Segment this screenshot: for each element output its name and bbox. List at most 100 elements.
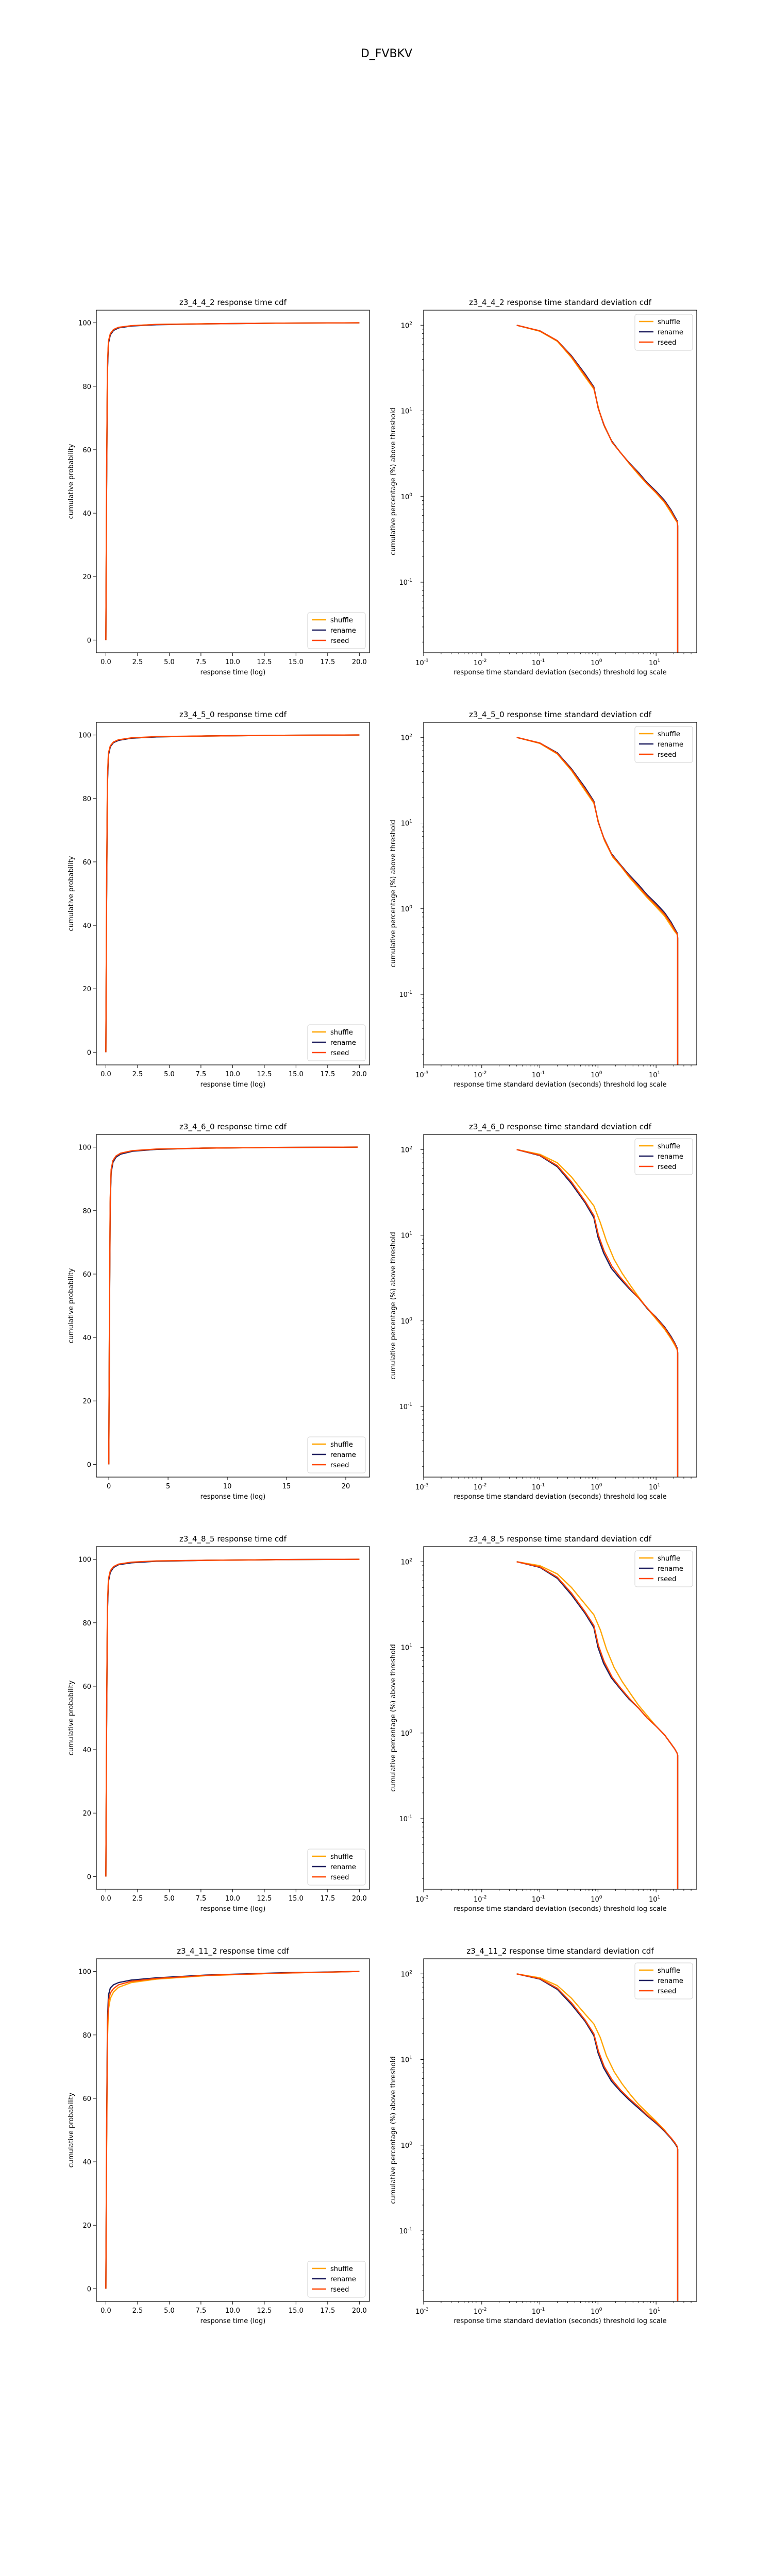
legend-label-rseed: rseed bbox=[658, 1163, 676, 1171]
x-tick-label: 0.0 bbox=[100, 658, 111, 666]
x-tick-label: 20.0 bbox=[352, 1895, 367, 1903]
y-tick-label: 20 bbox=[82, 573, 91, 581]
series-line-rseed bbox=[108, 1146, 358, 1465]
x-tick-label: 12.5 bbox=[257, 1895, 272, 1903]
series-group bbox=[516, 737, 679, 1065]
x-tick-label: 17.5 bbox=[320, 1071, 335, 1078]
legend-label-rseed: rseed bbox=[658, 751, 676, 759]
y-tick-label: 100 bbox=[78, 1144, 91, 1152]
legend-label-rseed: rseed bbox=[330, 2286, 349, 2294]
chart-title: z3_4_11_2 response time cdf bbox=[177, 1946, 289, 1956]
legend-box bbox=[307, 1024, 366, 1061]
x-tick-label: 2.5 bbox=[132, 1895, 143, 1903]
legend-box bbox=[634, 1962, 693, 1999]
legend-label-shuffle: shuffle bbox=[658, 1967, 680, 1975]
x-tick-label: 10-1 bbox=[532, 658, 545, 667]
x-tick-label: 0.0 bbox=[100, 2307, 111, 2315]
chart-panel-10: 10-3 10-2 10-1 100 101 10-1 100 101 102 z3_4_11_2… bbox=[390, 1946, 697, 2325]
legend-label-shuffle: shuffle bbox=[330, 2265, 353, 2273]
legend: shuffle rename rseed bbox=[307, 1849, 366, 1886]
legend: shuffle rename rseed bbox=[634, 1550, 693, 1587]
y-axis-label: cumulative percentage (%) above threshol… bbox=[390, 820, 397, 967]
y-tick-label: 100 bbox=[78, 320, 91, 328]
x-tick-label: 15.0 bbox=[289, 1071, 304, 1078]
y-tick-label: 40 bbox=[82, 1334, 91, 1342]
legend-label-rename: rename bbox=[330, 627, 356, 635]
y-tick-label: 102 bbox=[401, 733, 412, 742]
axes-frame bbox=[96, 722, 370, 1065]
series-line-rename bbox=[108, 1146, 358, 1465]
axes-frame bbox=[423, 722, 697, 1065]
y-tick-label: 60 bbox=[82, 1683, 91, 1691]
series-group bbox=[516, 325, 679, 653]
x-tick-label: 15.0 bbox=[289, 1895, 304, 1903]
legend-label-rseed: rseed bbox=[658, 339, 676, 347]
x-tick-label: 7.5 bbox=[196, 1071, 207, 1078]
legend-label-shuffle: shuffle bbox=[658, 1555, 680, 1563]
y-tick-label: 40 bbox=[82, 2159, 91, 2166]
chart-panel-3: 0.0 2.5 5.0 7.5 10.0 12.5 15.0 17.5 20.0 0 20 40 60 8… bbox=[68, 710, 370, 1089]
series-line-shuffle bbox=[516, 1561, 679, 1889]
x-tick-label: 101 bbox=[649, 1483, 660, 1492]
legend: shuffle rename rseed bbox=[634, 1962, 693, 1999]
x-tick-label: 2.5 bbox=[132, 2307, 143, 2315]
x-tick-label: 12.5 bbox=[257, 1071, 272, 1078]
series-line-shuffle bbox=[516, 1973, 679, 2301]
series-line-rseed bbox=[516, 325, 679, 653]
series-line-rename bbox=[105, 734, 360, 1053]
y-tick-label: 102 bbox=[401, 1970, 412, 1978]
legend-label-rename: rename bbox=[330, 2276, 356, 2283]
x-tick-label: 0 bbox=[107, 1483, 111, 1490]
x-tick-label: 7.5 bbox=[196, 658, 207, 666]
series-line-shuffle bbox=[105, 1971, 360, 2289]
x-axis-label: response time standard deviation (second… bbox=[453, 1081, 666, 1089]
x-tick-label: 10-3 bbox=[415, 2307, 429, 2316]
chart-panel-6: 10-3 10-2 10-1 100 101 10-1 100 101 102 z3_4_6_0 … bbox=[390, 1122, 697, 1501]
x-tick-label: 12.5 bbox=[257, 658, 272, 666]
x-tick-label: 10-2 bbox=[474, 2307, 487, 2316]
x-axis-label: response time (log) bbox=[200, 1493, 266, 1501]
x-tick-label: 10-2 bbox=[474, 1895, 487, 1904]
y-tick-label: 80 bbox=[82, 1620, 91, 1628]
x-tick-label: 17.5 bbox=[320, 1895, 335, 1903]
y-axis-label: cumulative probability bbox=[68, 1268, 75, 1343]
legend-label-rename: rename bbox=[330, 1039, 356, 1047]
y-tick-label: 100 bbox=[401, 493, 413, 501]
y-axis-label: cumulative probability bbox=[68, 444, 75, 519]
y-tick-label: 100 bbox=[401, 905, 413, 913]
x-tick-label: 5.0 bbox=[164, 658, 175, 666]
legend-label-rename: rename bbox=[658, 1565, 683, 1573]
legend-box bbox=[307, 2261, 366, 2298]
x-tick-label: 10-2 bbox=[474, 1483, 487, 1492]
series-line-rseed bbox=[105, 322, 360, 640]
chart-title: z3_4_8_5 response time standard deviatio… bbox=[469, 1534, 651, 1544]
x-tick-label: 7.5 bbox=[196, 2307, 207, 2315]
legend: shuffle rename rseed bbox=[634, 1138, 693, 1175]
x-tick-label: 10-1 bbox=[532, 1483, 545, 1492]
x-axis-label: response time (log) bbox=[200, 1905, 266, 1913]
x-tick-label: 0.0 bbox=[100, 1895, 111, 1903]
chart-panel-1: 0.0 2.5 5.0 7.5 10.0 12.5 15.0 17.5 20.0 0 20 40 60 8… bbox=[68, 298, 370, 676]
series-line-rseed bbox=[105, 1558, 360, 1877]
series-group bbox=[105, 322, 360, 640]
x-tick-label: 7.5 bbox=[196, 1895, 207, 1903]
y-tick-label: 10-1 bbox=[399, 2227, 412, 2235]
legend-label-shuffle: shuffle bbox=[330, 1441, 353, 1449]
y-axis-label: cumulative probability bbox=[68, 1680, 75, 1755]
x-tick-label: 10.0 bbox=[225, 1895, 240, 1903]
y-tick-label: 0 bbox=[87, 2285, 91, 2293]
y-tick-label: 100 bbox=[401, 2141, 413, 2150]
y-tick-label: 102 bbox=[401, 1145, 412, 1154]
y-axis-label: cumulative probability bbox=[68, 2092, 75, 2167]
axes-frame bbox=[423, 1134, 697, 1478]
series-line-rename bbox=[105, 322, 360, 640]
series-line-rseed bbox=[516, 1149, 679, 1477]
x-axis-label: response time (log) bbox=[200, 1081, 266, 1089]
series-group bbox=[516, 1149, 679, 1477]
series-group bbox=[105, 1971, 360, 2289]
legend-label-rename: rename bbox=[658, 1977, 683, 1985]
y-tick-label: 20 bbox=[82, 986, 91, 993]
chart-title: z3_4_4_2 response time standard deviatio… bbox=[469, 298, 651, 308]
y-tick-label: 101 bbox=[401, 819, 412, 828]
x-axis-label: response time (log) bbox=[200, 2317, 266, 2325]
